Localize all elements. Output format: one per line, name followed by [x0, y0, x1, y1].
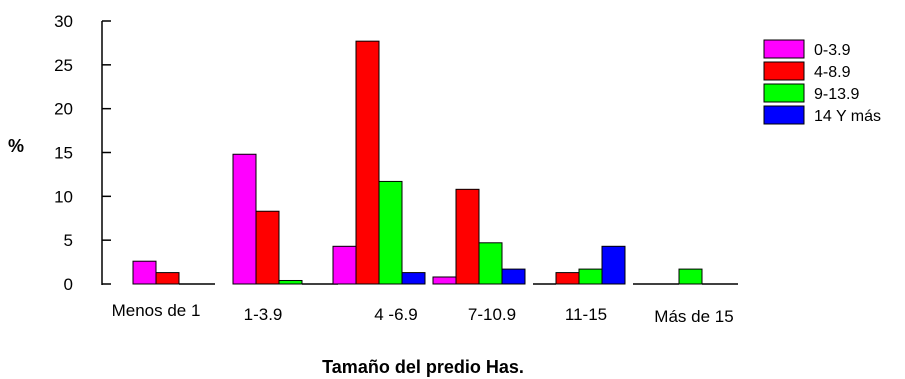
y-tick-label: 15 [54, 144, 73, 163]
bar [678, 268, 703, 285]
bars [132, 40, 738, 285]
x-category-label: 11-15 [565, 305, 607, 324]
bar [432, 276, 457, 285]
bar [378, 180, 403, 285]
x-category-label: Menos de 1 [112, 301, 201, 320]
x-axis-label: Tamaño del predio Has. [322, 357, 524, 377]
bar [155, 272, 180, 285]
bar [401, 272, 426, 285]
x-category-label: 1-3.9 [244, 305, 283, 324]
legend-label: 14 Y más [814, 108, 881, 125]
y-tick-label: 10 [54, 187, 73, 206]
x-category-label: 4 -6.9 [374, 305, 417, 324]
bar [332, 245, 357, 285]
x-categories: Menos de 1 1-3.9 4 -6.9 7-10.9 11-15 Más de 1… [112, 301, 734, 326]
x-category-label: 7-10.9 [468, 305, 516, 324]
legend-label: 4-8.9 [814, 64, 851, 81]
bar [578, 268, 603, 285]
bar [601, 245, 626, 285]
legend-swatch [763, 39, 805, 59]
bar [132, 260, 157, 285]
y-tick-label: 30 [54, 12, 73, 31]
legend: 0-3.9 4-8.9 9-13.9 14 Y más [763, 39, 881, 125]
y-tick-label: 20 [54, 100, 73, 119]
legend-swatch [763, 61, 805, 81]
legend-swatch [763, 83, 805, 103]
legend-label: 9-13.9 [814, 86, 859, 103]
y-tick-label: 0 [64, 275, 73, 294]
legend-label: 0-3.9 [814, 42, 851, 59]
y-tick-label: 25 [54, 56, 73, 75]
y-ticks: 0 5 10 15 20 25 30 [54, 12, 111, 294]
bar [555, 272, 580, 285]
bar [455, 188, 480, 285]
y-axis-label: % [8, 136, 24, 156]
bar [255, 210, 280, 285]
legend-swatch [763, 105, 805, 125]
bar [278, 279, 303, 285]
y-tick-label: 5 [64, 231, 73, 250]
x-category-label: Más de 15 [654, 307, 733, 326]
bar [501, 268, 526, 285]
bar [232, 153, 257, 285]
bar [478, 242, 503, 285]
bar [355, 40, 380, 285]
